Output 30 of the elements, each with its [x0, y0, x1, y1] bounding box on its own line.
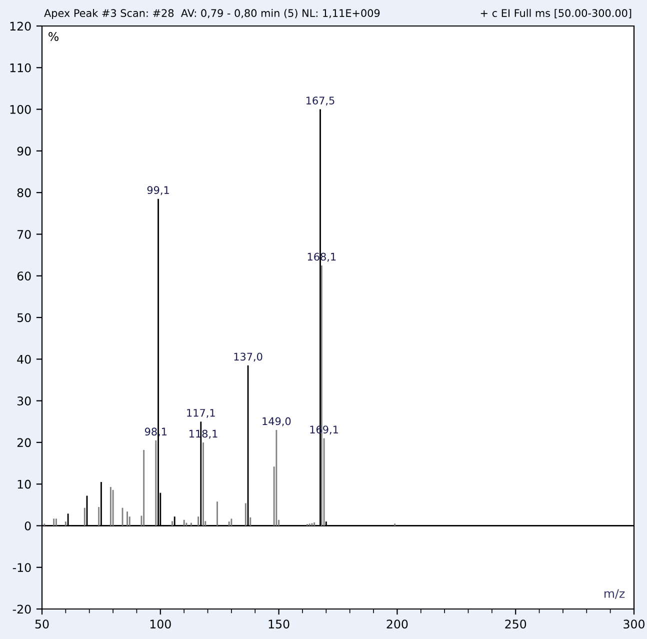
- annotation: 137,0: [234, 352, 262, 362]
- x-tick-label: 250: [505, 620, 526, 629]
- y-tick-label: 20: [17, 438, 31, 448]
- annotation: 117,1: [187, 409, 215, 418]
- y-tick-label: 30: [17, 396, 31, 406]
- y-tick-label: -10: [12, 563, 31, 572]
- y-axis-title: %: [48, 32, 58, 41]
- x-axis-title: m/z: [604, 589, 625, 599]
- chart-title: Apex Peak #3 Scan: #28 AV: 0,79 - 0,80 min (5) NL: 1,11E+009: [44, 8, 380, 20]
- y-tick-label: 80: [17, 188, 31, 198]
- x-tick-label: 100: [150, 620, 171, 629]
- x-tick-label: 50: [35, 620, 49, 629]
- y-tick-label: -20: [12, 604, 31, 614]
- y-tick-label: 10: [18, 480, 31, 489]
- x-tick-label: 300: [624, 620, 644, 629]
- chart-subtitle: + c EI Full ms [50.00-300.00]: [480, 8, 632, 18]
- annotation: 149,0: [262, 417, 291, 426]
- annotation: 99,1: [147, 186, 169, 196]
- x-tick-label: 150: [268, 620, 290, 629]
- y-tick-label: 90: [17, 146, 31, 156]
- y-tick-label: 40: [17, 354, 31, 364]
- x-tick-label: 200: [386, 620, 408, 629]
- y-tick-label: 50: [17, 313, 31, 322]
- y-tick-label: 100: [10, 105, 31, 114]
- y-tick-label: 60: [17, 272, 31, 281]
- y-tick-label: 110: [10, 63, 31, 72]
- y-tick-label: 120: [10, 22, 31, 31]
- y-tick-label: 70: [18, 230, 31, 239]
- y-tick-label: 0: [24, 521, 31, 530]
- annotation: 167,5: [306, 96, 334, 106]
